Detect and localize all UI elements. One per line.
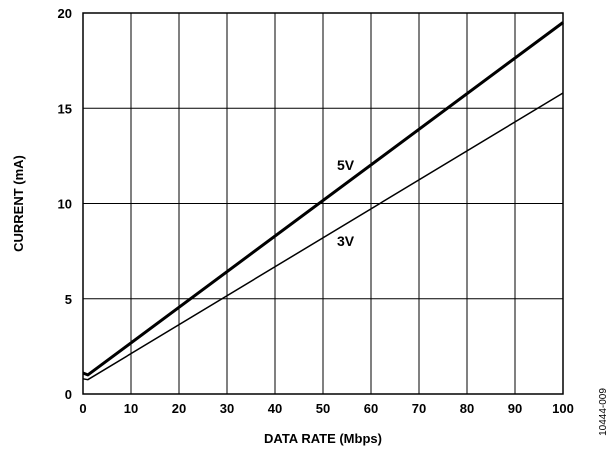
x-tick-label: 20 (172, 401, 186, 416)
series-line-3v (82, 92, 564, 381)
series-label-3v: 3V (337, 233, 355, 249)
series-label-5v: 5V (337, 157, 355, 173)
figure-id: 10444-009 (598, 388, 609, 436)
y-tick-label: 0 (65, 387, 72, 402)
x-tick-label: 50 (316, 401, 330, 416)
x-tick-label: 60 (364, 401, 378, 416)
y-tick-labels: 0 5 10 15 20 (58, 6, 72, 402)
x-tick-label: 0 (79, 401, 86, 416)
x-tick-label: 90 (508, 401, 522, 416)
plot-frame (82, 12, 564, 395)
x-tick-label: 30 (220, 401, 234, 416)
x-axis-title: DATA RATE (Mbps) (264, 431, 382, 446)
x-tick-label: 70 (412, 401, 426, 416)
y-tick-label: 5 (65, 292, 72, 307)
series-line-5v (82, 21, 564, 377)
x-tick-label: 80 (460, 401, 474, 416)
y-tick-label: 20 (58, 6, 72, 21)
series-lines (82, 21, 564, 381)
x-tick-label: 40 (268, 401, 282, 416)
grid-lines (83, 13, 563, 394)
y-tick-label: 10 (58, 197, 72, 212)
x-tick-label: 10 (124, 401, 138, 416)
y-tick-label: 15 (58, 101, 72, 116)
y-axis-title: CURRENT (mA) (11, 155, 26, 252)
x-tick-labels: 0 10 20 30 40 50 60 70 80 90 100 (79, 401, 573, 416)
x-tick-label: 100 (552, 401, 574, 416)
